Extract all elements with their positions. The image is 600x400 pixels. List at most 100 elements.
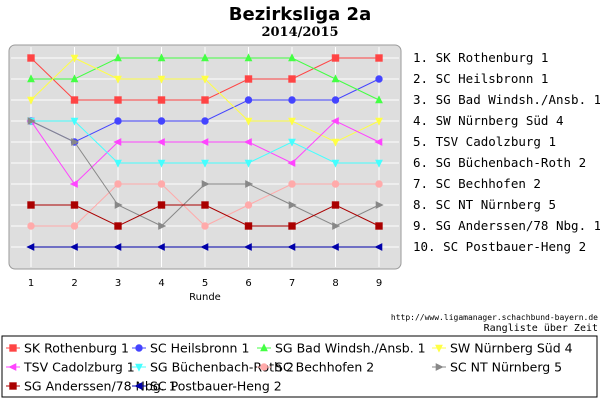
legend-item: SG Anderssen/78 Nbg. 1 [6,379,177,394]
data-point [114,201,123,209]
data-point [288,222,296,230]
legend-marker [9,344,17,352]
series-lines [26,53,384,251]
data-point [288,201,297,209]
data-point [244,53,253,62]
data-point [70,201,79,209]
data-point [375,201,384,209]
data-point [156,243,165,251]
data-point [375,95,383,104]
legend-item: SW Nürnberg Süd 4 [432,341,573,356]
data-point [288,180,296,188]
data-point [331,138,340,147]
data-point [244,75,253,83]
legend-label: SK Rothenburg 1 [24,341,129,356]
data-point [375,75,383,83]
data-point [288,75,296,83]
x-tick-label: 1 [28,278,34,289]
data-point [330,243,339,251]
data-point [375,117,383,126]
x-tick-label: 3 [115,278,121,289]
data-point [157,117,166,125]
legend-item: SC Bechhofen 2 [257,360,374,375]
data-point [114,75,122,84]
x-tick-label: 4 [158,278,164,289]
legend-marker [9,382,17,390]
legend-item: TSV Cadolzburg 1 [6,360,135,375]
data-point [114,159,122,168]
data-point [70,54,79,63]
data-point [200,243,209,251]
legend-label: SC Postbauer-Heng 2 [150,379,282,394]
legend-label: SG Büchenbach-Roth 2 [150,360,294,375]
rank-label: 3. SG Bad Windsh./Ansb. 1 [413,92,600,107]
data-point [27,96,35,105]
legend-box [1,335,598,398]
legend-item: SC Heilsbronn 1 [132,341,249,356]
data-point [287,159,296,167]
data-point [70,74,79,83]
x-ticks: 1 2 3 4 5 6 7 8 9 [28,278,382,289]
series-9 [26,243,383,251]
legend-label: TSV Cadolzburg 1 [23,360,135,375]
data-point [201,180,210,188]
data-point [27,74,35,83]
data-point [114,53,122,62]
data-point [27,222,35,230]
legend-label: SC Bechhofen 2 [275,360,374,375]
legend-marker [260,363,268,371]
data-point [201,222,209,230]
data-point [114,180,122,188]
rank-label: 7. SC Bechhofen 2 [413,176,541,191]
rank-label: 5. TSV Cadolzburg 1 [413,134,556,149]
chart-title: Bezirksliga 2a [229,4,371,25]
data-point [156,138,165,146]
legend-marker [435,344,443,353]
rank-label: 8. SC NT Nürnberg 5 [413,197,556,212]
legend-marker [8,363,17,371]
x-tick-label: 5 [202,278,208,289]
data-point [200,138,209,146]
legend-marker [260,343,268,352]
legend-marker [135,363,143,372]
data-point [244,117,253,126]
data-point [113,138,122,146]
data-point [158,222,167,230]
legend-item: SG Büchenbach-Roth 2 [132,360,294,375]
data-point [157,96,166,104]
legend-marker [134,382,143,390]
data-point [201,117,209,125]
chart-subtitle: 2014/2015 [261,25,338,40]
legend-label: SW Nürnberg Süd 4 [450,341,573,356]
data-point [201,159,209,168]
data-point [69,243,78,251]
data-point [70,96,79,104]
data-point [114,96,122,104]
series-8 [27,201,383,230]
data-point [70,222,79,230]
data-point [157,75,166,84]
legend-label: SG Anderssen/78 Nbg. 1 [24,379,177,394]
data-point [27,54,35,62]
rank-label: 1. SK Rothenburg 1 [413,50,548,65]
rank-label: 2. SC Heilsbronn 1 [413,71,548,86]
data-point [375,180,383,188]
data-point [27,117,36,125]
data-point [288,96,296,104]
rank-label: 10. SC Postbauer-Heng 2 [413,239,586,254]
data-point [288,138,296,147]
x-axis-label: Runde [189,292,221,303]
series-5 [27,117,383,168]
credit-url: http://www.ligamanager.schachbund-bayern… [391,313,598,322]
data-point [332,222,341,230]
data-point [114,117,122,125]
data-point [27,201,35,209]
x-tick-label: 9 [376,278,382,289]
rank-label: 9. SG Anderssen/78 Nbg. 1 [413,218,600,233]
x-tick-label: 7 [289,278,295,289]
data-point [157,53,166,62]
data-point [244,159,253,168]
legend-item: SK Rothenburg 1 [6,341,129,356]
x-tick-label: 8 [332,278,338,289]
